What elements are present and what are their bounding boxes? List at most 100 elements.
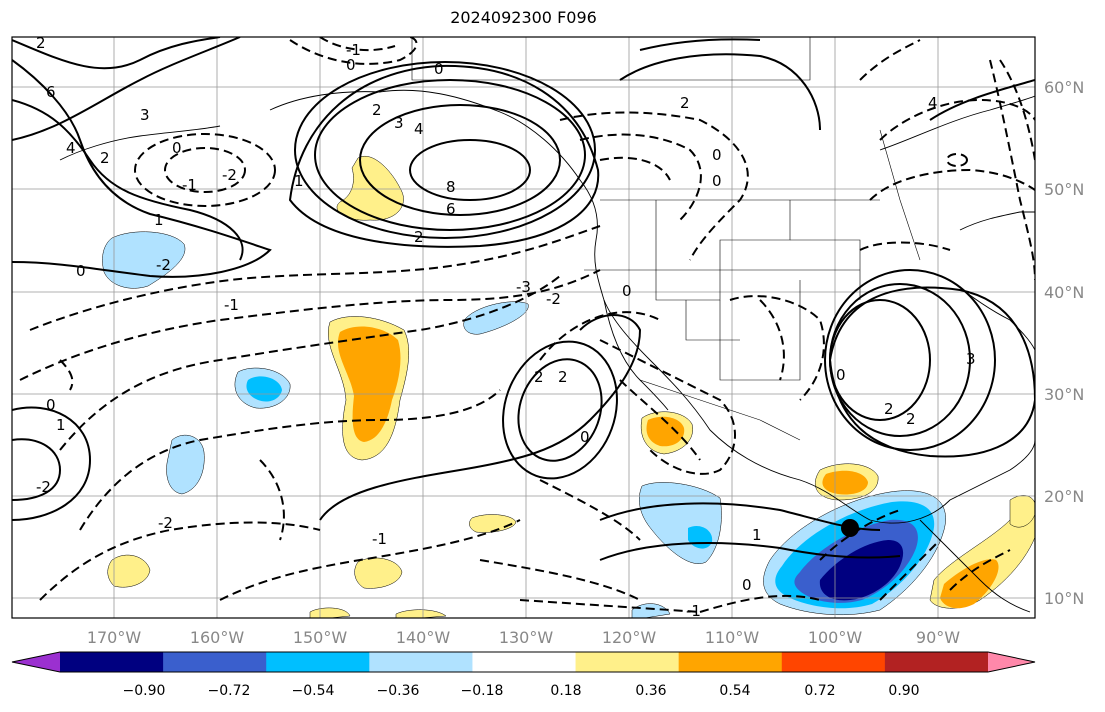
contour-label: -1 [182,176,197,194]
colorbar-tick: 0.36 [635,683,666,699]
lon-label: 150°W [293,628,348,647]
latitude-labels: 60°N 50°N 40°N 30°N 20°N 10°N [1044,78,1084,608]
fill-lblue-115w [639,482,722,564]
contour-label: 2 [884,400,894,418]
contour-label: -1 [346,41,361,59]
contour-label: 0 [742,576,752,594]
contour-label: 2 [558,368,568,386]
contour-label: 0 [46,396,56,414]
fill-orange-150w [337,326,401,442]
fill-yellow-sw2 [354,557,403,589]
contour-label: -2 [222,166,237,184]
colorbar-bin [163,652,267,672]
contour-label: 2 [36,34,46,52]
contour-label: 0 [434,60,444,78]
colorbar-bin [884,652,989,672]
lon-label: 120°W [602,628,657,647]
fill-yellow-gulf [336,156,404,221]
contour-label: 4 [928,94,938,112]
lat-label: 20°N [1044,487,1084,506]
colorbar-tick: 0.90 [888,683,919,699]
colorbar-tick: 0.18 [550,683,581,699]
contour-label: 3 [140,106,150,124]
contour-label: 2 [372,101,382,119]
contour-label: 4 [414,120,424,138]
lat-label: 30°N [1044,385,1084,404]
contour-label: 2 [906,410,916,428]
contour-label: -1 [372,530,387,548]
fill-orange-mex [822,470,868,495]
contour-label: -1 [224,296,239,314]
contour-label: 0 [622,282,632,300]
contour-label: 0 [712,146,722,164]
colorbar-tick: 0.72 [804,683,835,699]
contour-label: 2 [680,94,690,112]
colorbar [11,651,1036,673]
lon-label: 130°W [499,628,554,647]
contour-label: 3 [966,350,976,368]
colorbar-bin [369,652,473,672]
fill-lblue-165w [166,434,205,495]
fill-yellow-sw1 [107,554,151,588]
fill-lblue-w1 [102,231,186,289]
lon-label: 90°W [916,628,960,647]
coastlines [59,89,1035,613]
colorbar-extend-low [12,652,60,672]
colorbar-ticks: −0.90 −0.72 −0.54 −0.36 −0.18 0.18 0.36 … [123,683,920,699]
lat-label: 40°N [1044,283,1084,302]
colorbar-extend-high [988,652,1035,672]
colorbar-bin [472,652,577,672]
contour-label: 3 [394,114,404,132]
contour-label: 0 [836,366,846,384]
fill-orange-baja [646,416,685,447]
fill-lblue-135w [463,301,529,335]
contour-label: 0 [346,56,356,74]
lat-label: 60°N [1044,78,1084,97]
contour-label: 2 [100,149,110,167]
solid-contours [12,37,1035,561]
contour-label: 0 [712,172,722,190]
contour-label: -2 [36,478,51,496]
map-frame [11,36,1036,619]
contour-label: -2 [546,290,561,308]
contour-label: 0 [76,262,86,280]
longitude-labels: 170°W 160°W 150°W 140°W 130°W 120°W 110°… [87,628,960,647]
contour-label: -2 [156,256,171,274]
contour-label: 0 [580,428,590,446]
colorbar-bin [266,652,370,672]
colorbar-tick: −0.90 [123,683,166,699]
colorbar-tick: −0.54 [292,683,335,699]
contour-label: 0 [172,139,182,157]
contour-label: -3 [516,278,531,296]
colorbar-tick: −0.72 [208,683,251,699]
storm-center-marker [841,519,859,537]
fill-blue-155w [246,376,282,402]
contour-label: 1 [154,211,164,229]
contour-label: 4 [66,139,76,157]
fill-orange-ca [940,559,999,609]
lat-label: 10°N [1044,589,1084,608]
contour-label: 1 [752,526,762,544]
map-title: 2024092300 F096 [450,8,597,27]
lon-label: 140°W [396,628,451,647]
contour-label: -1 [686,602,701,620]
colorbar-bin [575,652,680,672]
colorbar-bin [678,652,783,672]
colorbar-tick: 0.54 [719,683,750,699]
colorbar-bin [60,652,164,672]
contour-label: 2 [534,368,544,386]
contour-label: 6 [446,200,456,218]
lon-label: 110°W [705,628,760,647]
contour-labels: 6 4 3 2 2 0 0 -1 -2 -1 1 0 -2 2 3 4 8 6 … [36,34,976,620]
lon-label: 100°W [808,628,863,647]
colorbar-bin [781,652,886,672]
fill-yellow-sw3 [469,514,517,533]
fill-yellow-sw5 [395,609,447,618]
contour-label: 1 [294,172,304,190]
contour-label: 8 [446,178,456,196]
lat-label: 50°N [1044,180,1084,199]
colorbar-tick: −0.18 [461,683,504,699]
contour-label: 6 [46,83,56,101]
colorbar-outline [11,651,1036,673]
